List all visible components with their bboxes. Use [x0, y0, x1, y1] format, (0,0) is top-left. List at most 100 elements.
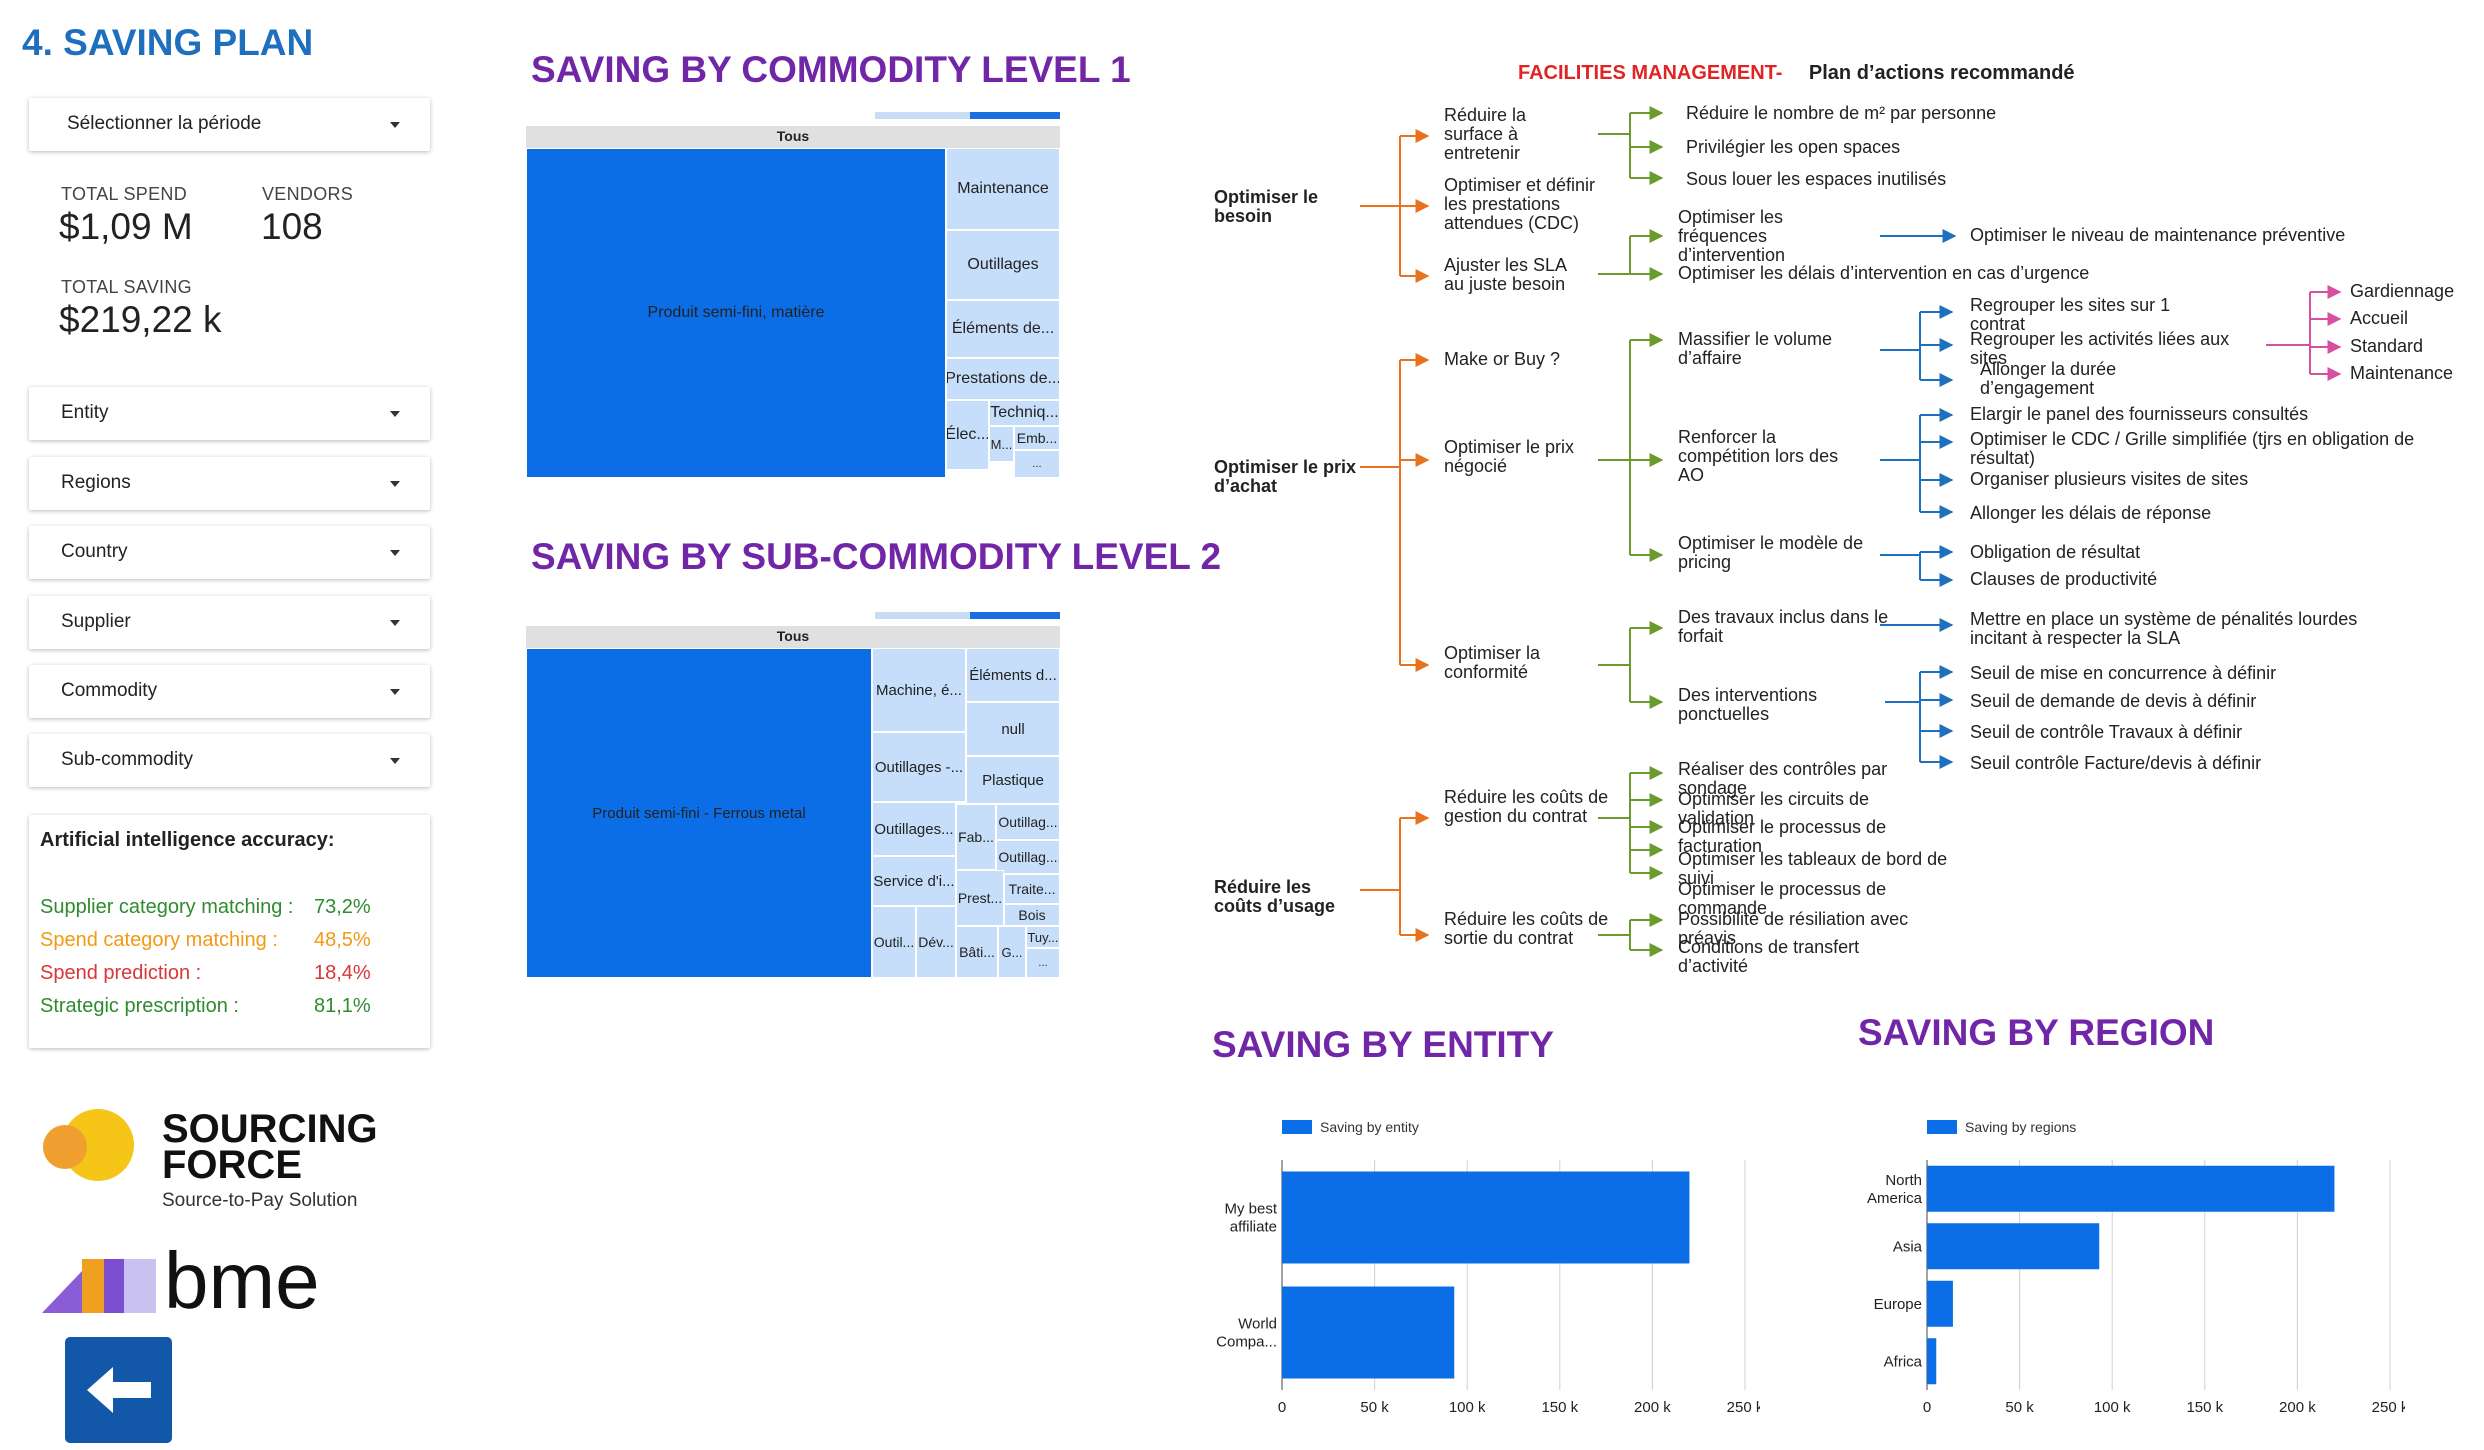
page-title: 4. SAVING PLAN	[22, 22, 314, 63]
bar[interactable]	[1927, 1165, 2335, 1212]
treemap-cell[interactable]: null	[966, 702, 1060, 756]
filter-country-label: Country	[61, 541, 128, 562]
chevron-down-icon	[390, 411, 400, 417]
treemap-cell[interactable]: Éléments d...	[966, 648, 1060, 702]
treemap-cell[interactable]: Machine, é...	[872, 648, 966, 732]
treemap-cell[interactable]: Outillag...	[996, 840, 1060, 874]
fm-transfert: Conditions de transfert d’activité	[1678, 937, 1860, 976]
ai-line-spend-category: Spend category matching : 48,5%	[40, 924, 380, 957]
category-label: World	[1238, 1316, 1277, 1333]
x-tick-label: 200 k	[2279, 1399, 2316, 1416]
legend-label: Saving by entity	[1320, 1119, 1419, 1135]
total-saving-label: TOTAL SAVING	[61, 277, 192, 297]
ai-line-label: Strategic prescription :	[40, 995, 239, 1017]
treemap-cell[interactable]: Outillages -...	[872, 732, 966, 802]
ai-line-supplier: Supplier category matching : 73,2%	[40, 891, 380, 924]
category-label: Compa...	[1216, 1334, 1277, 1351]
treemap-cell[interactable]: Produit semi-fini - Ferrous metal	[526, 648, 872, 978]
fm-travaux-forfait: Des travaux inclus dans le forfait	[1678, 607, 1889, 646]
treemap-cell[interactable]: Produit semi-fini, matière	[526, 148, 946, 478]
category-label: Europe	[1874, 1296, 1922, 1313]
fm-tableaux-bord: Optimiser les tableaux de bord de suivi	[1678, 849, 1948, 888]
ai-line-spend-prediction: Spend prediction : 18,4%	[40, 957, 380, 990]
filter-commodity[interactable]: Commodity	[29, 665, 430, 718]
category-label: My best	[1224, 1201, 1277, 1218]
x-tick-label: 150 k	[1541, 1399, 1578, 1416]
fm-allonger-duree: Allonger la durée d’engagement	[1980, 359, 2117, 398]
treemap-cell[interactable]: Éléments de...	[946, 300, 1060, 358]
period-selector[interactable]: Sélectionner la période	[29, 98, 430, 151]
treemap2-header[interactable]: Tous	[526, 626, 1060, 648]
treemap1-scale-bar	[875, 112, 1060, 119]
fm-niveau-maintenance: Optimiser le niveau de maintenance préve…	[1970, 225, 2346, 245]
treemap-cell[interactable]: ...	[1014, 450, 1060, 478]
filter-entity[interactable]: Entity	[29, 387, 430, 440]
x-tick-label: 100 k	[2094, 1399, 2131, 1416]
treemap-cell[interactable]: M...	[989, 426, 1014, 462]
fm-reduire-surface: Réduire la surface à entretenir	[1444, 105, 1527, 163]
fm-resiliation: Possibilité de résiliation avec préavis	[1678, 909, 1909, 948]
region-chart-title: SAVING BY REGION	[1858, 1012, 2215, 1053]
fm-accueil: Accueil	[2350, 308, 2409, 328]
bar[interactable]	[1927, 1338, 1937, 1385]
filter-supplier[interactable]: Supplier	[29, 596, 430, 649]
filter-sub-commodity[interactable]: Sub-commodity	[29, 734, 430, 787]
treemap-cell[interactable]: Service d'i...	[872, 856, 956, 906]
filter-regions-label: Regions	[61, 472, 131, 493]
treemap-cell[interactable]: Tuy...	[1026, 926, 1060, 948]
treemap-cell[interactable]: Maintenance	[946, 148, 1060, 230]
treemap-cell[interactable]: Emb...	[1014, 426, 1060, 450]
category-label: affiliate	[1230, 1219, 1277, 1236]
facilities-title-red: FACILITIES MANAGEMENT-	[1518, 62, 1783, 84]
filter-supplier-label: Supplier	[61, 611, 131, 632]
treemap-cell[interactable]: Bois	[1004, 904, 1060, 926]
treemap-cell[interactable]: Traite...	[1004, 874, 1060, 904]
fm-clauses: Clauses de productivité	[1970, 569, 2158, 589]
treemap1-header[interactable]: Tous	[526, 126, 1060, 148]
treemap-cell[interactable]: G...	[998, 926, 1026, 978]
treemap-cell[interactable]: Plastique	[966, 756, 1060, 804]
fm-sous-louer: Sous louer les espaces inutilisés	[1686, 169, 1947, 189]
bar[interactable]	[1282, 1171, 1690, 1264]
period-selector-label: Sélectionner la période	[67, 113, 262, 134]
facilities-connectors	[1360, 106, 2342, 957]
treemap-cell[interactable]: Bâti...	[956, 926, 998, 978]
treemap-cell[interactable]: Prestations de...	[946, 358, 1060, 400]
filter-country[interactable]: Country	[29, 526, 430, 579]
treemap-cell[interactable]: Outil...	[872, 906, 916, 978]
fm-optimiser-cdc: Optimiser le CDC / Grille simplifiée (tj…	[1970, 429, 2415, 468]
bar[interactable]	[1282, 1286, 1455, 1379]
treemap-cell[interactable]: Outillag...	[996, 804, 1060, 840]
x-tick-label: 250 k	[1727, 1399, 1760, 1416]
fm-regrouper-activites: Regrouper les activités liées aux sites	[1970, 329, 2230, 368]
chevron-down-icon	[390, 758, 400, 764]
treemap-cell[interactable]: Techniq...	[989, 400, 1060, 426]
bme-logo: bme	[42, 1236, 342, 1325]
x-tick-label: 200 k	[1634, 1399, 1671, 1416]
logo-tagline: Source-to-Pay Solution	[162, 1190, 358, 1211]
treemap-cell[interactable]: Fab...	[956, 804, 996, 870]
x-tick-label: 250 k	[2372, 1399, 2405, 1416]
back-button[interactable]	[65, 1337, 172, 1443]
ai-line-label: Spend prediction :	[40, 962, 202, 984]
arrow-left-icon	[84, 1356, 152, 1424]
saving-by-entity-chart: Saving by entity 0 50 k 100 k 150 k 200 k 250 …	[1216, 1119, 1760, 1416]
filter-sub-commodity-label: Sub-commodity	[61, 749, 193, 770]
treemap-cell[interactable]: ...	[1026, 948, 1060, 978]
treemap-cell[interactable]: Dév...	[916, 906, 956, 978]
fm-regrouper-sites: Regrouper les sites sur 1 contrat	[1970, 295, 2171, 334]
ai-line-value: 48,5%	[314, 929, 371, 951]
treemap-cell[interactable]: Outillages	[946, 230, 1060, 300]
treemap-cell[interactable]: Élec...	[946, 400, 989, 470]
treemap-cell[interactable]: Prest...	[956, 870, 1004, 926]
bar[interactable]	[1927, 1280, 1953, 1327]
bar[interactable]	[1927, 1223, 2100, 1270]
fm-obligation: Obligation de résultat	[1970, 542, 2141, 562]
treemap-cell[interactable]: Outillages...	[872, 802, 956, 856]
treemap2-title: SAVING BY SUB-COMMODITY LEVEL 2	[531, 536, 1222, 577]
fm-couts-gestion: Réduire les coûts de gestion du contrat	[1444, 787, 1609, 826]
treemap2-scale-bar	[875, 612, 1060, 619]
fm-interventions-ponctuelles: Des interventions ponctuelles	[1678, 685, 1818, 724]
fm-make-or-buy: Make or Buy ?	[1444, 349, 1561, 369]
filter-regions[interactable]: Regions	[29, 457, 430, 510]
